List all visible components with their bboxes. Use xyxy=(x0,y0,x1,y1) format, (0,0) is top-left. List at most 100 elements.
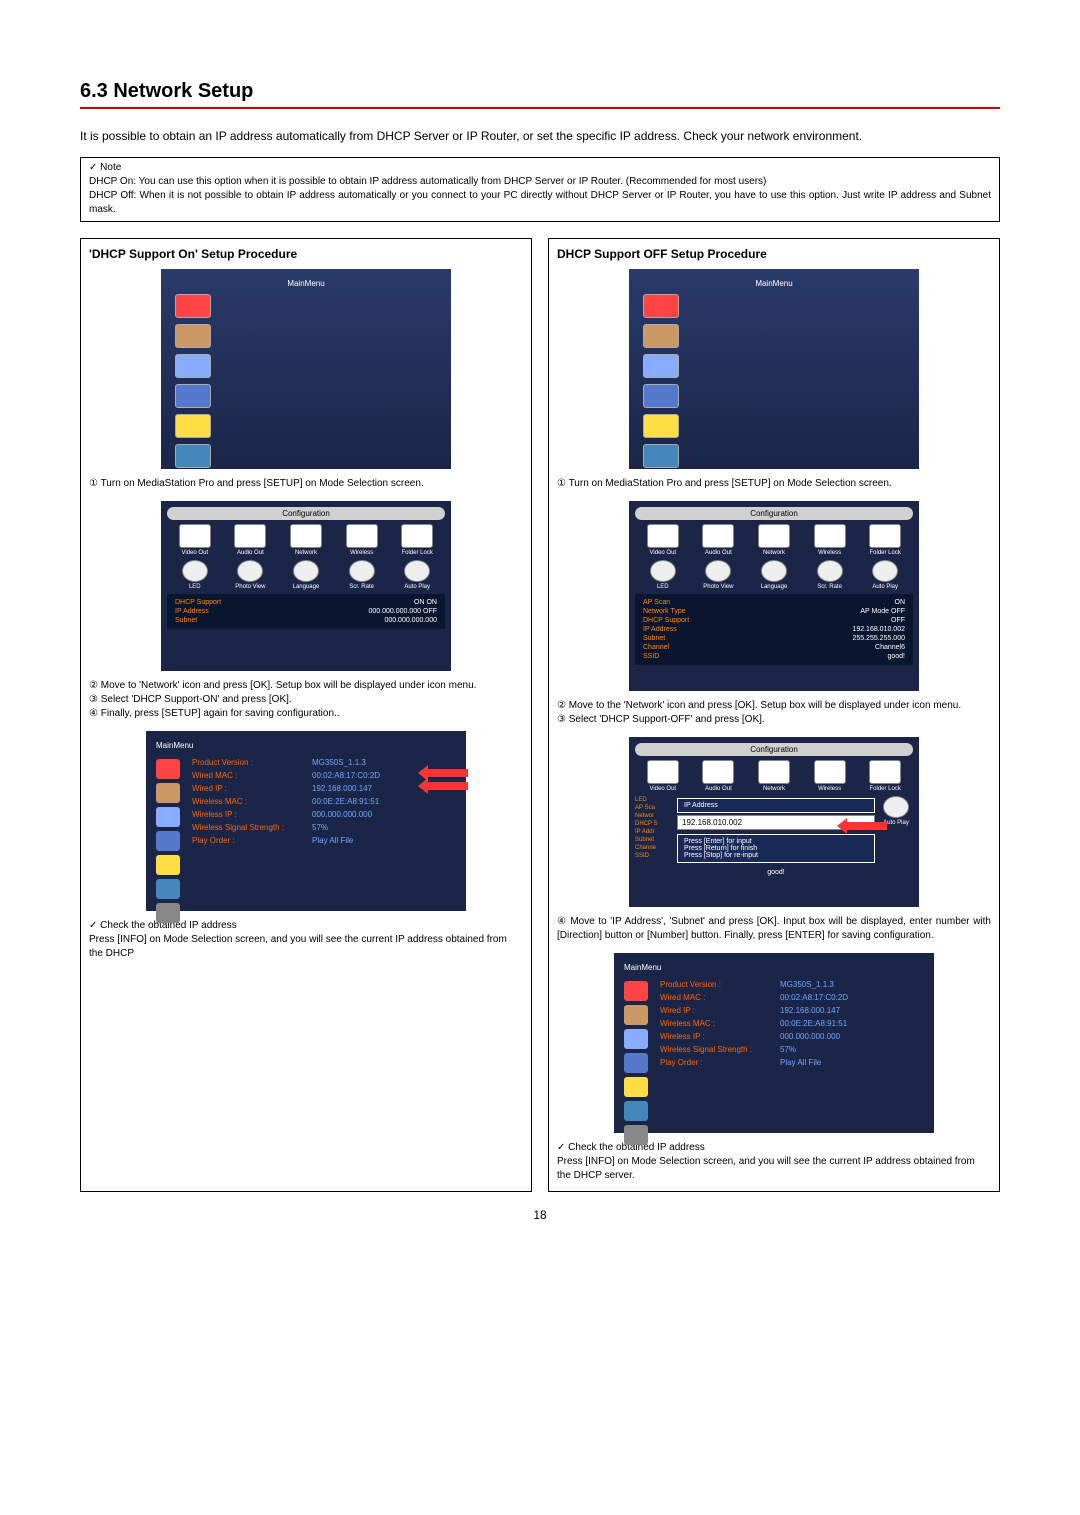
config-icon xyxy=(404,560,430,582)
info-row: Play Order :Play All File xyxy=(192,834,456,847)
config-icon xyxy=(290,524,322,548)
right-column: DHCP Support OFF Setup Procedure MainMen… xyxy=(548,238,1000,1192)
menu-icon xyxy=(175,354,211,378)
info-side-icon xyxy=(624,1005,648,1025)
note-title: ✓ Note xyxy=(89,162,991,173)
info-side-icon xyxy=(624,1125,648,1145)
info-side-icon xyxy=(156,783,180,803)
left-config-screenshot: Configuration Video OutAudio OutNetworkW… xyxy=(161,501,451,671)
config-icon xyxy=(758,524,790,548)
config-icon xyxy=(761,560,787,582)
info-row: Play Order :Play All File xyxy=(660,1056,924,1069)
info-row: Wireless MAC :00:0E:2E:A8:91:51 xyxy=(660,1017,924,1030)
config-label: Video Out xyxy=(643,786,683,792)
config-icon xyxy=(814,524,846,548)
right-ipbox-title: Configuration xyxy=(635,743,913,756)
config-icon xyxy=(869,524,901,548)
left-title: 'DHCP Support On' Setup Procedure xyxy=(89,247,523,261)
ip-side-label: IP Addr xyxy=(635,828,673,836)
ip-side-label: LED xyxy=(635,796,673,804)
config-icon xyxy=(650,560,676,582)
config-label: Network xyxy=(286,550,326,556)
ip-side-label: AP Sca xyxy=(635,804,673,812)
right-steps23: ② Move to the 'Network' icon and press [… xyxy=(557,699,991,727)
config-icon xyxy=(293,560,319,582)
info-row: Wireless Signal Strength :57% xyxy=(192,821,456,834)
info-row: Wired IP :192.168.000.147 xyxy=(660,1004,924,1017)
left-steps234: ② Move to 'Network' icon and press [OK].… xyxy=(89,679,523,721)
config-setting-row: ChannelChannel6 xyxy=(639,643,909,652)
config-setting-row: Subnet255.255.255.000 xyxy=(639,634,909,643)
intro-text: It is possible to obtain an IP address a… xyxy=(80,127,1000,145)
info-side-icon xyxy=(624,1053,648,1073)
config-setting-row: AP ScanON xyxy=(639,598,909,607)
config-icon xyxy=(182,560,208,582)
config-label: Video Out xyxy=(643,550,683,556)
right-config-screenshot: Configuration Video OutAudio OutNetworkW… xyxy=(629,501,919,691)
config-icon xyxy=(758,760,790,784)
config-label: Audio Out xyxy=(698,786,738,792)
config-label: Audio Out xyxy=(230,550,270,556)
right-step1: ① Turn on MediaStation Pro and press [SE… xyxy=(557,477,991,491)
info-side-icon xyxy=(156,855,180,875)
config-icon xyxy=(234,524,266,548)
config-icon xyxy=(647,760,679,784)
config-label: Scr. Rate xyxy=(342,584,382,590)
ip-side-label: Networ xyxy=(635,812,673,820)
config-label: Video Out xyxy=(175,550,215,556)
config-setting-row: SSIDgood! xyxy=(639,652,909,661)
right-config-title: Configuration xyxy=(635,507,913,520)
right-title: DHCP Support OFF Setup Procedure xyxy=(557,247,991,261)
title-underline xyxy=(80,107,1000,109)
ip-side-label: SSID xyxy=(635,852,673,860)
config-label: Wireless xyxy=(810,786,850,792)
config-setting-row: Network TypeAP Mode OFF xyxy=(639,607,909,616)
config-icon xyxy=(705,560,731,582)
info-row: Wired IP :192.168.000.147 xyxy=(192,782,456,795)
menu-icon xyxy=(175,444,211,468)
right-mainmenu-screenshot: MainMenu xyxy=(629,269,919,469)
ip-ssid: good! xyxy=(677,869,875,876)
config-label: Scr. Rate xyxy=(810,584,850,590)
red-arrow-icon xyxy=(428,769,468,777)
menu-icon xyxy=(175,294,211,318)
note-line2: DHCP Off: When it is not possible to obt… xyxy=(89,189,991,217)
config-label: LED xyxy=(643,584,683,590)
config-label: Photo View xyxy=(698,584,738,590)
config-icon xyxy=(647,524,679,548)
config-label: Folder Lock xyxy=(865,786,905,792)
info-row: Wired MAC :00:02:A8:17:C0:2D xyxy=(192,769,456,782)
right-ipbox-screenshot: Configuration Video OutAudio OutNetworkW… xyxy=(629,737,919,907)
info-side-icon xyxy=(624,981,648,1001)
right-info-title: MainMenu xyxy=(624,963,924,972)
config-icon xyxy=(179,524,211,548)
left-final: ✓ Check the obtained IP address Press [I… xyxy=(89,919,523,961)
info-row: Wireless MAC :00:0E:2E:A8:91:51 xyxy=(192,795,456,808)
left-mainmenu-screenshot: MainMenu xyxy=(161,269,451,469)
info-side-icon xyxy=(624,1101,648,1121)
config-label: Auto Play xyxy=(865,584,905,590)
menu-icon xyxy=(175,384,211,408)
info-row: Wireless IP :000.000.000.000 xyxy=(660,1030,924,1043)
info-side-icon xyxy=(156,807,180,827)
page-number: 18 xyxy=(80,1208,1000,1222)
config-icon xyxy=(702,760,734,784)
info-side-icon xyxy=(156,879,180,899)
config-setting-row: DHCP SupportOFF xyxy=(639,616,909,625)
menu-icon xyxy=(175,414,211,438)
right-final: ✓ Check the obtained IP address Press [I… xyxy=(557,1141,991,1183)
info-row: Wireless IP :000.000.000.000 xyxy=(192,808,456,821)
info-row: Wireless Signal Strength :57% xyxy=(660,1043,924,1056)
info-side-icon xyxy=(156,831,180,851)
info-row: Wired MAC :00:02:A8:17:C0:2D xyxy=(660,991,924,1004)
config-icon xyxy=(814,760,846,784)
config-label: Folder Lock xyxy=(865,550,905,556)
info-side-icon xyxy=(156,759,180,779)
config-label: LED xyxy=(175,584,215,590)
left-info-title: MainMenu xyxy=(156,741,456,750)
red-arrow-icon xyxy=(847,822,887,830)
config-label: Wireless xyxy=(342,550,382,556)
left-step1: ① Turn on MediaStation Pro and press [SE… xyxy=(89,477,523,491)
menu-icon xyxy=(175,324,211,348)
left-column: 'DHCP Support On' Setup Procedure MainMe… xyxy=(80,238,532,1192)
